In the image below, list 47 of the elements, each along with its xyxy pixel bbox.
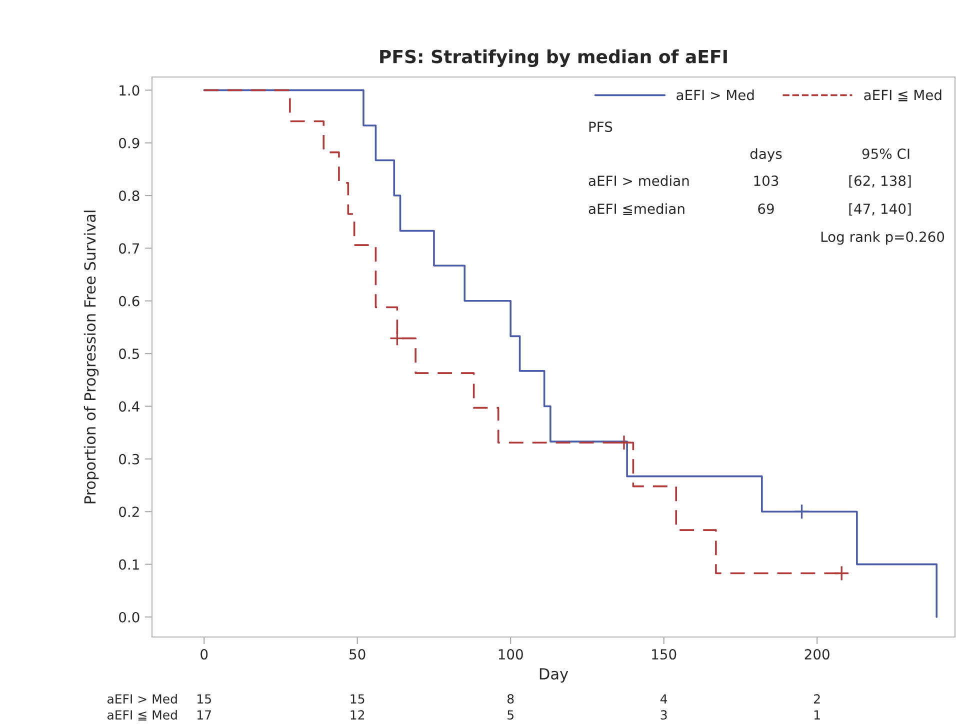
text: aEFI ≦ Med bbox=[107, 710, 177, 720]
annotation: 95% CI bbox=[862, 148, 910, 160]
point bbox=[834, 565, 850, 582]
y-tick-label: 1.0 bbox=[120, 85, 140, 96]
point bbox=[389, 330, 405, 346]
text: 8 bbox=[507, 694, 514, 704]
annotation: PFS bbox=[589, 122, 612, 132]
annotation: Log rank p=0.260 bbox=[821, 231, 944, 245]
legend-label: aEFI ≦ Med bbox=[864, 90, 942, 102]
x-tick-label: 50 bbox=[350, 649, 366, 660]
annotation: aEFI > median bbox=[588, 175, 689, 186]
y-tick-label: 0.0 bbox=[119, 612, 140, 622]
text: 2 bbox=[814, 694, 820, 704]
text: 12 bbox=[350, 710, 364, 720]
annotation: 103 bbox=[754, 176, 778, 186]
y-tick-label: 0.9 bbox=[119, 138, 140, 148]
y-axis-title: Proportion of Progression Free Survival bbox=[84, 210, 99, 504]
x-tick-label: 100 bbox=[498, 649, 523, 660]
y-tick-label: 0.5 bbox=[119, 348, 139, 360]
point bbox=[616, 434, 632, 450]
point bbox=[794, 504, 810, 520]
text: 15 bbox=[350, 694, 364, 704]
y-tick-label: 0.2 bbox=[119, 506, 139, 518]
y-tick-label: 0.8 bbox=[119, 190, 140, 202]
annotation: days bbox=[750, 148, 782, 162]
annotation: 69 bbox=[758, 204, 774, 214]
x-tick-label: 150 bbox=[652, 649, 676, 660]
y-tick-label: 0.4 bbox=[119, 401, 140, 412]
y-tick-label: 0.7 bbox=[119, 243, 140, 254]
chart-title: PFS: Stratifying by median of aEFI bbox=[380, 49, 727, 68]
text: 3 bbox=[660, 710, 667, 720]
text: 15 bbox=[198, 694, 211, 704]
y-tick-label: 0.3 bbox=[119, 454, 140, 464]
x-axis-title: Day bbox=[540, 668, 568, 683]
x-tick-label: 200 bbox=[804, 649, 830, 660]
y-tick-label: 0.1 bbox=[119, 559, 139, 570]
text: 5 bbox=[508, 710, 514, 720]
text: 17 bbox=[198, 710, 211, 720]
text: aEFI > Med bbox=[107, 694, 177, 704]
annotation: aEFI ≦median bbox=[588, 203, 684, 215]
annotation: [62, 138] bbox=[849, 175, 911, 188]
text: 4 bbox=[660, 694, 668, 704]
y-tick-label: 0.6 bbox=[119, 296, 140, 306]
text: 1 bbox=[814, 710, 820, 720]
x-tick-label: 0 bbox=[200, 649, 208, 660]
legend-label: aEFI > Med bbox=[676, 90, 754, 100]
annotation: [47, 140] bbox=[849, 203, 911, 216]
